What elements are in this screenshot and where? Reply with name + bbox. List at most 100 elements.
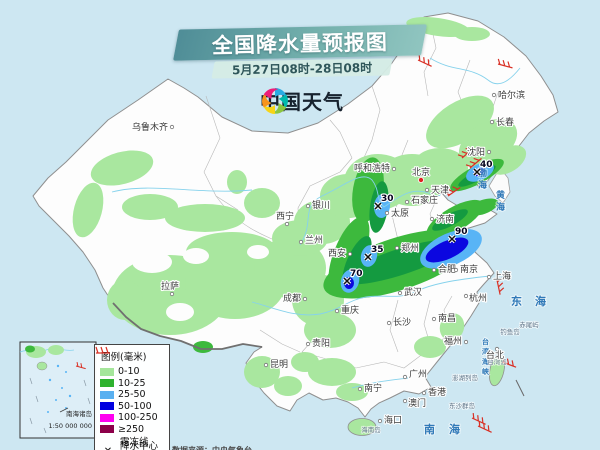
taiwan-island bbox=[488, 353, 506, 387]
legend-row-frost-line: 霜冻线 bbox=[95, 346, 164, 448]
city-marker bbox=[431, 267, 437, 273]
legend-row: 25-50 bbox=[100, 389, 164, 401]
x-mark-icon bbox=[473, 168, 481, 176]
city-海口: 海口 bbox=[377, 413, 403, 427]
city-西宁: 西宁 bbox=[275, 209, 295, 227]
gray-slash-mark bbox=[515, 379, 525, 397]
china-weather-logo: 中国天气 bbox=[260, 86, 344, 115]
city-银川: 银川 bbox=[305, 198, 331, 212]
legend-row: 50-100 bbox=[100, 401, 164, 413]
city-重庆: 重庆 bbox=[334, 303, 360, 317]
island-label: 钓鱼岛 bbox=[500, 327, 520, 336]
legend-label: 50-100 bbox=[118, 400, 152, 412]
city-marker bbox=[384, 210, 390, 216]
city-哈尔滨: 哈尔滨 bbox=[491, 88, 526, 102]
legend-swatch-25-50 bbox=[100, 390, 114, 399]
city-香港: 香港 bbox=[421, 385, 447, 399]
city-长春: 长春 bbox=[489, 115, 515, 129]
capital-marker bbox=[417, 176, 424, 183]
island-label: 海南岛 bbox=[361, 425, 381, 434]
city-label: 拉萨 bbox=[161, 280, 179, 292]
city-marker bbox=[347, 251, 353, 257]
precip-center: 30 bbox=[373, 193, 395, 211]
south-china-sea-inset: 南海诸岛 1:50 000 000 bbox=[19, 341, 97, 439]
precip-center-value: 90 bbox=[455, 227, 468, 237]
city-label: 哈尔滨 bbox=[498, 89, 525, 101]
city-marker bbox=[429, 216, 435, 222]
city-太原: 太原 bbox=[384, 206, 410, 220]
city-marker bbox=[431, 316, 437, 322]
city-石家庄: 石家庄 bbox=[404, 193, 439, 207]
city-label: 长春 bbox=[496, 116, 514, 128]
city-marker bbox=[394, 245, 400, 251]
city-贵阳: 贵阳 bbox=[305, 336, 331, 350]
sea-label: 台湾海峡 bbox=[482, 337, 490, 376]
precip-center-values: 30 35 70 90 40 bbox=[342, 159, 494, 286]
southern-border bbox=[112, 302, 263, 350]
city-marker bbox=[305, 341, 311, 347]
city-拉萨: 拉萨 bbox=[160, 279, 180, 297]
city-label: 昆明 bbox=[270, 359, 288, 370]
city-label: 天津 bbox=[431, 185, 449, 196]
precip-center: 90 bbox=[447, 226, 469, 244]
city-marker bbox=[463, 339, 469, 345]
city-label: 南京 bbox=[460, 263, 478, 275]
dry-area-holes bbox=[132, 245, 269, 321]
city-marker bbox=[494, 346, 500, 352]
city-成都: 成都 bbox=[282, 291, 308, 305]
city-昆明: 昆明 bbox=[263, 358, 289, 371]
city-南宁: 南宁 bbox=[357, 381, 383, 395]
subtitle-banner: 5月27日08时-28日08时 bbox=[211, 58, 393, 79]
legend-swatch-50-100 bbox=[100, 402, 114, 411]
title-banner: 全国降水量预报图 bbox=[173, 24, 427, 61]
city-label: 海口 bbox=[384, 414, 402, 426]
city-label: 重庆 bbox=[341, 304, 359, 316]
city-label: 银川 bbox=[312, 199, 330, 211]
city-沈阳: 沈阳 bbox=[466, 145, 492, 159]
city-呼和浩特: 呼和浩特 bbox=[353, 161, 397, 175]
city-label: 北京 bbox=[412, 166, 430, 178]
page-title: 全国降水量预报图 bbox=[211, 29, 389, 58]
x-mark-icon bbox=[343, 277, 351, 285]
map-source-info: 数据来源：中央气象台 比例尺1:25 000 000 审图号:GS(2021)6… bbox=[172, 421, 362, 450]
legend-label: 25-50 bbox=[118, 389, 146, 401]
city-合肥: 合肥 bbox=[431, 262, 457, 276]
city-长沙: 长沙 bbox=[386, 315, 412, 329]
city-marker bbox=[357, 386, 363, 392]
island-label: 赤尾屿 bbox=[519, 320, 539, 329]
city-北京: 北京 bbox=[411, 165, 431, 183]
city-label: 太原 bbox=[391, 207, 409, 219]
inset-scale: 1:50 000 000 bbox=[48, 422, 92, 430]
legend-label: 降水中心值 bbox=[120, 441, 159, 450]
city-label: 西宁 bbox=[276, 210, 294, 222]
legend-label: 100-250 bbox=[118, 412, 158, 424]
precip-center-value: 70 bbox=[350, 269, 363, 279]
precip-center-icon: ✕ bbox=[100, 447, 116, 450]
sea-label: 黄海 bbox=[496, 189, 505, 213]
city-marker bbox=[486, 149, 492, 155]
city-南昌: 南昌 bbox=[431, 311, 457, 325]
city-marker bbox=[486, 274, 492, 280]
city-台北: 台北 bbox=[485, 346, 505, 362]
city-label: 乌鲁木齐 bbox=[132, 121, 168, 133]
forecast-period: 5月27日08时-28日08时 bbox=[231, 60, 373, 78]
legend-swatch-10-25 bbox=[100, 379, 114, 388]
legend-title: 图例(毫米) bbox=[101, 352, 147, 363]
city-marker bbox=[169, 291, 175, 297]
city-上海: 上海 bbox=[486, 269, 512, 283]
city-label: 广州 bbox=[409, 368, 427, 380]
city-marker bbox=[463, 293, 469, 299]
legend-swatch-0-10 bbox=[100, 367, 114, 376]
city-label: 郑州 bbox=[401, 242, 419, 254]
city-marker bbox=[334, 308, 340, 314]
island-label: 台湾岛 bbox=[487, 357, 507, 366]
legend-swatch-100-250 bbox=[100, 413, 114, 422]
x-mark-icon bbox=[374, 202, 382, 210]
legend-row: 100-250 bbox=[100, 412, 164, 424]
precip-center-value: 30 bbox=[381, 194, 394, 204]
city-marker bbox=[489, 119, 495, 125]
legend-label: 霜冻线 bbox=[120, 436, 149, 448]
